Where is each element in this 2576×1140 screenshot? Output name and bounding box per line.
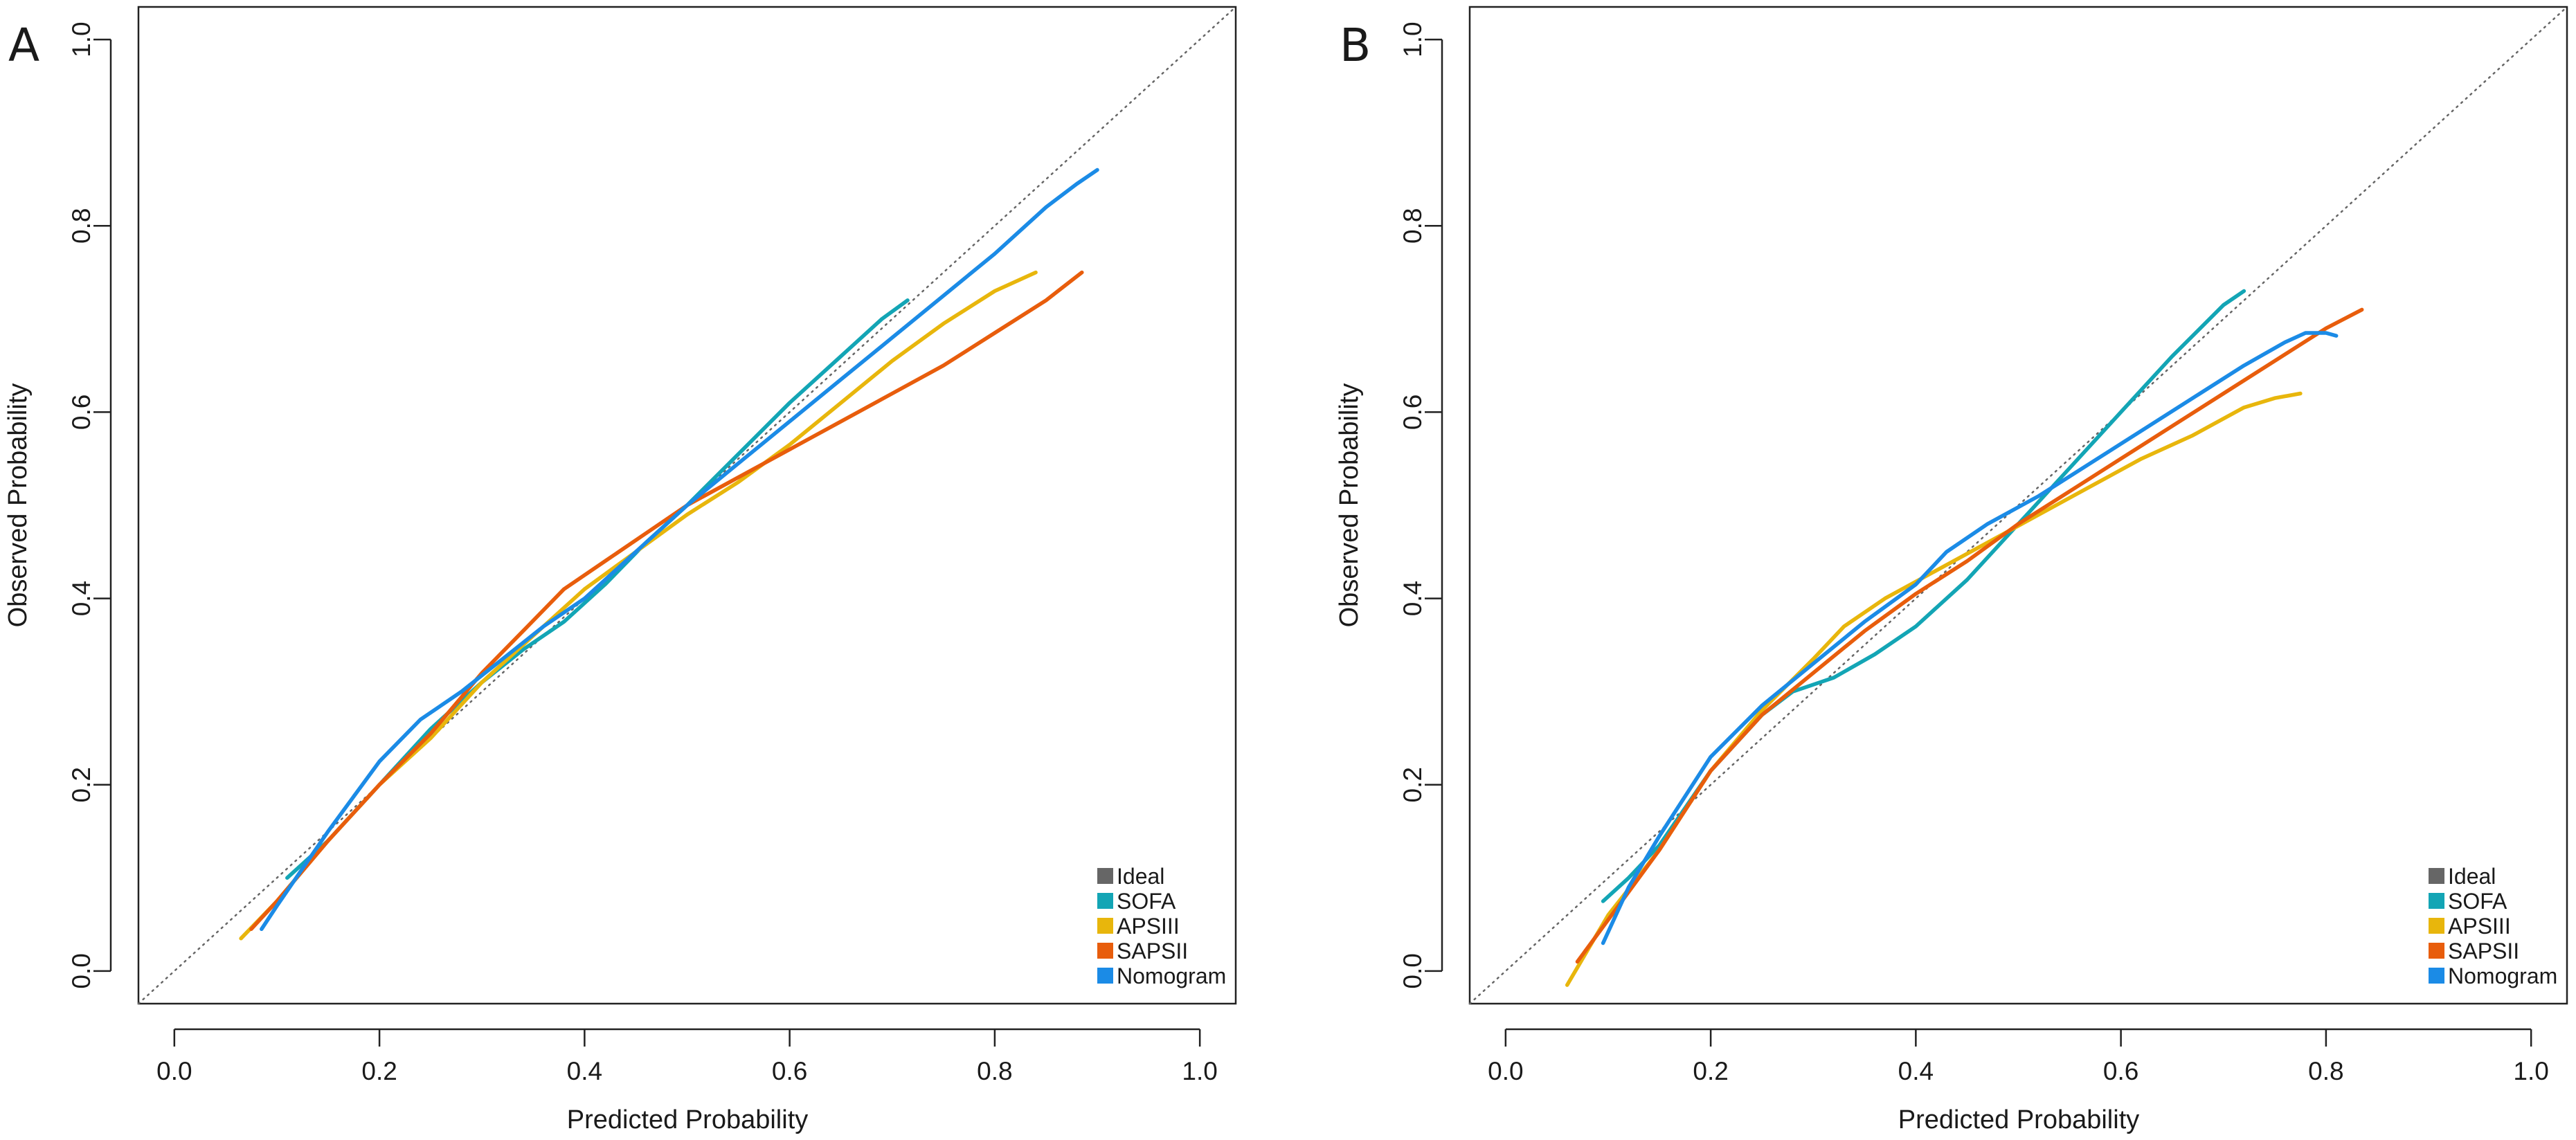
panel-b-y-tick-label: 1.0 <box>1398 21 1427 57</box>
panel-b-y-tick-label: 0.2 <box>1398 767 1427 802</box>
panel-a-x-tick-label: 0.0 <box>156 1057 192 1085</box>
panel-b-y-tick-label: 0.4 <box>1398 581 1427 616</box>
panel-b-legend-label-apsiii: APSIII <box>2448 914 2511 939</box>
panel-a-x-tick-label: 0.2 <box>361 1057 397 1085</box>
panel-a-legend-swatch-nomogram <box>1097 968 1113 984</box>
panel-b-x-tick-label: 0.8 <box>2308 1057 2343 1085</box>
panel-a-series-apsiii <box>239 270 1038 941</box>
panel-b-legend-swatch-apsiii <box>2429 918 2444 934</box>
panel-a-legend-swatch-sofa <box>1097 893 1113 909</box>
panel-a-x-tick-label: 0.4 <box>567 1057 602 1085</box>
panel-b-legend-swatch-sapsii <box>2429 943 2444 959</box>
panel-a-legend-label-sofa: SOFA <box>1117 889 1176 914</box>
panel-b-legend-swatch-ideal <box>2429 868 2444 884</box>
panel-b-legend-label-sapsii: SAPSII <box>2448 939 2519 963</box>
panel-b-legend-label-ideal: Ideal <box>2448 864 2496 889</box>
panel-b-y-tick-label: 0.6 <box>1398 395 1427 430</box>
panel-b-y-axis-title: Observed Probability <box>1335 383 1364 628</box>
panel-a-x-tick-label: 0.8 <box>977 1057 1012 1085</box>
panel-a-legend-label-nomogram: Nomogram <box>1117 963 1226 988</box>
panel-a-x-tick-label: 1.0 <box>1182 1057 1217 1085</box>
panel-a-plot-frame <box>137 6 1237 1005</box>
panel-a-series-nomogram <box>260 168 1099 932</box>
panel-b-series-sofa <box>1601 289 2246 903</box>
panel-b-legend-label-nomogram: Nomogram <box>2448 963 2557 988</box>
panel-a-y-tick-label: 1.0 <box>67 21 96 57</box>
panel-a-series-sapsii <box>249 270 1084 932</box>
panel-a-legend-label-sapsii: SAPSII <box>1117 939 1188 963</box>
panel-a-x-axis-title: Predicted Probability <box>567 1105 809 1134</box>
panel-a-y-tick-label: 0.6 <box>67 395 96 430</box>
panel-a-letter: A <box>8 19 39 72</box>
panel-b-letter: B <box>1340 19 1371 72</box>
panel-a-legend-swatch-ideal <box>1097 868 1113 884</box>
panel-b-x-tick-label: 0.6 <box>2103 1057 2138 1085</box>
panel-a-y-tick-label: 0.0 <box>67 953 96 988</box>
panel-b-y-tick-label: 0.0 <box>1398 953 1427 988</box>
panel-b-x-axis-title: Predicted Probability <box>1898 1105 2140 1134</box>
panel-a-y-tick-label: 0.2 <box>67 767 96 802</box>
panel-b-x-tick-label: 0.2 <box>1693 1057 1728 1085</box>
panel-a-y-axis-title: Observed Probability <box>3 383 33 628</box>
panel-a-legend-label-ideal: Ideal <box>1117 864 1164 889</box>
panel-b-legend-label-sofa: SOFA <box>2448 889 2507 914</box>
panel-b-x-tick-label: 0.4 <box>1898 1057 1934 1085</box>
panel-a-x-tick-label: 0.6 <box>772 1057 807 1085</box>
panel-a-legend-label-apsiii: APSIII <box>1117 914 1180 939</box>
panel-b-x-tick-label: 1.0 <box>2513 1057 2548 1085</box>
panel-b-legend-swatch-nomogram <box>2429 968 2444 984</box>
panel-b-legend-swatch-sofa <box>2429 893 2444 909</box>
panel-b-series-sapsii <box>1575 307 2364 964</box>
panel-a-legend-swatch-sapsii <box>1097 943 1113 959</box>
calibration-panel-a: A 0.0 0.2 0.4 0.6 0.8 1.0 0.0 0.2 0.4 0.6 0.8 1.0 Pre… <box>3 6 1237 1134</box>
panel-b-y-tick-label: 0.8 <box>1398 208 1427 244</box>
calibration-panel-b: B 0.0 0.2 0.4 0.6 0.8 1.0 0.0 0.2 0.4 0.6 0.8 1.0 Pre… <box>1335 6 2568 1134</box>
panel-b-plot-frame <box>1468 6 2568 1005</box>
panel-b-series-nomogram <box>1601 331 2339 946</box>
panel-a-legend-swatch-apsiii <box>1097 918 1113 934</box>
panel-b-series-apsiii <box>1565 391 2303 987</box>
panel-a-y-tick-label: 0.4 <box>67 581 96 616</box>
panel-b-x-tick-label: 0.0 <box>1488 1057 1523 1085</box>
panel-a-y-tick-label: 0.8 <box>67 208 96 244</box>
